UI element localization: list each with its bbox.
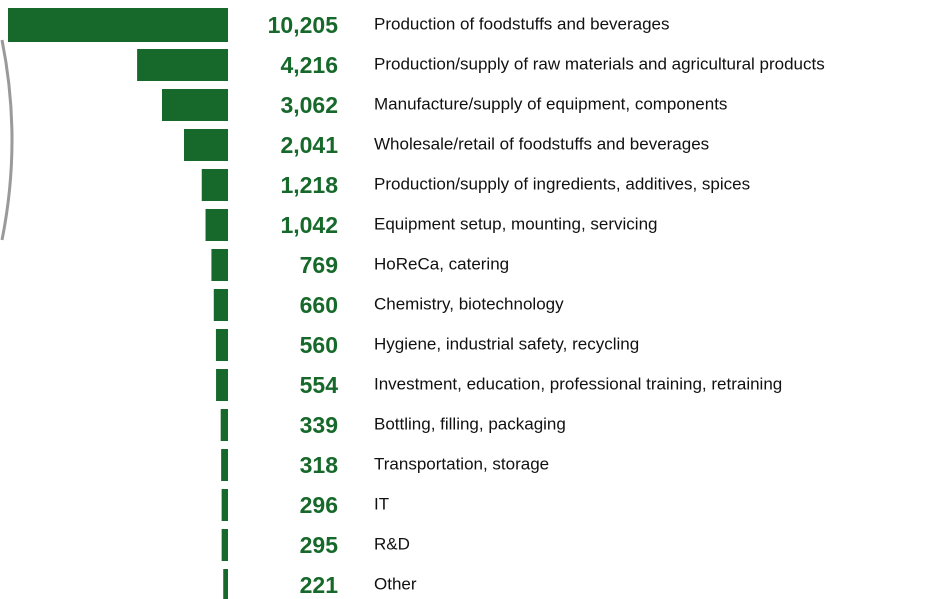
bar	[8, 8, 228, 42]
bar	[205, 209, 228, 241]
bar	[221, 489, 228, 521]
value-label: 318	[300, 452, 339, 478]
value-label: 221	[300, 572, 339, 598]
category-label: HoReCa, catering	[374, 254, 509, 273]
value-label: 554	[300, 372, 339, 398]
bar	[184, 129, 228, 161]
category-label: Production/supply of raw materials and a…	[374, 54, 825, 73]
category-label: Hygiene, industrial safety, recycling	[374, 334, 639, 353]
bar	[221, 449, 228, 481]
bar	[213, 289, 228, 321]
category-label: Other	[374, 574, 417, 593]
value-label: 769	[300, 252, 338, 278]
category-label: Production/supply of ingredients, additi…	[374, 174, 750, 193]
category-label: Bottling, filling, packaging	[374, 414, 566, 433]
category-label: Transportation, storage	[374, 454, 549, 473]
value-label: 560	[300, 332, 338, 358]
bar	[215, 329, 228, 361]
bar	[223, 569, 228, 599]
value-label: 1,042	[280, 212, 338, 238]
value-label: 339	[300, 412, 338, 438]
value-label: 4,216	[280, 52, 338, 78]
category-label: Wholesale/retail of foodstuffs and bever…	[374, 134, 709, 153]
bar	[137, 49, 228, 81]
category-label: Manufacture/supply of equipment, compone…	[374, 94, 727, 113]
value-label: 296	[300, 492, 338, 518]
value-label: 660	[300, 292, 338, 318]
value-label: 295	[300, 532, 339, 558]
category-label: Equipment setup, mounting, servicing	[374, 214, 658, 233]
value-label: 3,062	[280, 92, 338, 118]
value-label: 1,218	[280, 172, 338, 198]
value-label: 10,205	[268, 12, 339, 38]
bar	[211, 249, 228, 281]
bar	[220, 409, 228, 441]
bar	[216, 369, 228, 401]
category-label: Investment, education, professional trai…	[374, 374, 782, 393]
decorative-arc	[0, 39, 14, 241]
bar	[221, 529, 228, 561]
category-label: Production of foodstuffs and beverages	[374, 14, 670, 33]
value-label: 2,041	[280, 132, 338, 158]
category-label: IT	[374, 494, 389, 513]
bar	[201, 169, 228, 201]
bar	[161, 89, 228, 121]
category-label: R&D	[374, 534, 410, 553]
category-label: Chemistry, biotechnology	[374, 294, 564, 313]
